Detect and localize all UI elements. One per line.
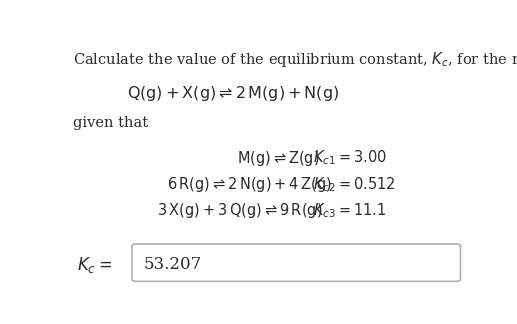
Text: $\mathrm{M(g) \rightleftharpoons Z(g)}$: $\mathrm{M(g) \rightleftharpoons Z(g)}$ <box>237 149 320 168</box>
Text: $K_c =$: $K_c =$ <box>77 255 112 275</box>
Text: $K_{c2} = 0.512$: $K_{c2} = 0.512$ <box>313 175 396 193</box>
Text: $\mathrm{6\,R(g) \rightleftharpoons 2\,N(g) + 4\,Z(g)}$: $\mathrm{6\,R(g) \rightleftharpoons 2\,N… <box>167 175 331 194</box>
Text: Calculate the value of the equilibrium constant, $K_c$, for the reaction: Calculate the value of the equilibrium c… <box>73 50 517 69</box>
Text: given that: given that <box>73 116 148 130</box>
Text: $\mathrm{3\,X(g) + 3\,Q(g) \rightleftharpoons 9\,R(g)}$: $\mathrm{3\,X(g) + 3\,Q(g) \rightlefthar… <box>157 201 322 220</box>
FancyBboxPatch shape <box>132 244 461 281</box>
Text: $\mathrm{Q(g) + X(g) \rightleftharpoons 2\,M(g) + N(g)}$: $\mathrm{Q(g) + X(g) \rightleftharpoons … <box>127 84 339 103</box>
Text: 53.207: 53.207 <box>144 256 202 273</box>
Text: $K_{c3} = 11.1$: $K_{c3} = 11.1$ <box>313 201 386 220</box>
Text: $K_{c1} = 3.00$: $K_{c1} = 3.00$ <box>313 149 387 168</box>
